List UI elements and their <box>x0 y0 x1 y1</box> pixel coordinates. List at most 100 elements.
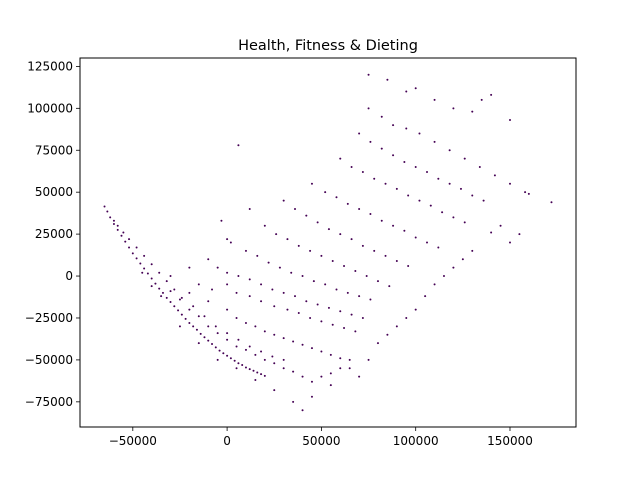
data-point <box>244 348 247 351</box>
data-point <box>254 353 257 356</box>
data-point <box>305 214 308 217</box>
data-point <box>361 316 364 319</box>
data-point <box>376 280 379 283</box>
data-point <box>452 216 455 219</box>
data-point <box>207 325 210 328</box>
data-point <box>369 140 372 143</box>
data-point <box>339 310 342 313</box>
data-point <box>135 257 138 260</box>
data-point <box>442 275 445 278</box>
data-point <box>380 115 383 118</box>
data-point <box>273 305 276 308</box>
data-point <box>354 270 357 273</box>
data-point <box>248 278 251 281</box>
data-point <box>339 357 342 360</box>
scatter-points <box>103 73 553 412</box>
data-point <box>173 305 176 308</box>
data-point <box>448 149 451 152</box>
data-point <box>244 249 247 252</box>
data-point <box>150 285 153 288</box>
data-point <box>165 296 168 299</box>
data-point <box>254 379 257 382</box>
data-point <box>275 233 278 236</box>
data-point <box>508 182 511 185</box>
data-point <box>271 355 274 358</box>
data-point <box>367 358 370 361</box>
data-point <box>124 240 127 243</box>
data-point <box>405 127 408 130</box>
data-point <box>120 234 123 237</box>
data-point <box>122 231 125 234</box>
data-point <box>237 362 240 365</box>
data-point <box>358 132 361 135</box>
data-point <box>490 93 493 96</box>
data-point <box>499 224 502 227</box>
y-tick-label: 50000 <box>35 185 73 199</box>
data-point <box>244 322 247 325</box>
data-point <box>263 374 266 377</box>
data-point <box>273 362 276 365</box>
data-point <box>290 271 293 274</box>
data-point <box>329 372 332 375</box>
data-point <box>158 271 161 274</box>
data-point <box>297 244 300 247</box>
data-point <box>309 316 312 319</box>
data-point <box>424 295 427 298</box>
data-point <box>301 375 304 378</box>
data-point <box>392 124 395 127</box>
data-point <box>282 358 285 361</box>
data-point <box>216 266 219 269</box>
data-point <box>116 228 119 231</box>
data-point <box>226 332 229 335</box>
data-point <box>207 300 210 303</box>
data-point <box>256 371 259 374</box>
data-point <box>301 275 304 278</box>
data-point <box>343 327 346 330</box>
data-point <box>226 338 229 341</box>
data-point <box>197 342 200 345</box>
data-point <box>128 246 131 249</box>
data-point <box>350 166 353 169</box>
data-point <box>346 291 349 294</box>
data-point <box>348 358 351 361</box>
data-point <box>480 98 483 101</box>
data-point <box>188 322 191 325</box>
data-point <box>192 305 195 308</box>
data-point <box>141 271 144 274</box>
data-point <box>207 339 210 342</box>
data-point <box>112 223 115 226</box>
data-point <box>282 367 285 370</box>
data-point <box>146 272 149 275</box>
x-tick-label: 150000 <box>487 434 533 448</box>
data-point <box>329 353 332 356</box>
data-point <box>508 241 511 244</box>
data-point <box>188 266 191 269</box>
data-point <box>437 177 440 180</box>
data-point <box>248 368 251 371</box>
data-point <box>178 325 181 328</box>
data-point <box>358 375 361 378</box>
data-point <box>358 295 361 298</box>
y-tick-label: 75000 <box>35 143 73 157</box>
data-point <box>414 308 417 311</box>
data-point <box>373 249 376 252</box>
data-point <box>350 238 353 241</box>
data-point <box>263 224 266 227</box>
data-point <box>143 254 146 257</box>
data-point <box>158 287 161 290</box>
data-point <box>490 231 493 234</box>
data-point <box>414 87 417 90</box>
data-point <box>154 282 157 285</box>
data-point <box>327 228 330 231</box>
data-point <box>233 359 236 362</box>
data-point <box>429 204 432 207</box>
data-point <box>116 224 119 227</box>
data-point <box>320 375 323 378</box>
data-point <box>248 207 251 210</box>
data-point <box>324 191 327 194</box>
data-point <box>226 283 229 286</box>
data-point <box>235 345 238 348</box>
data-point <box>188 308 191 311</box>
data-point <box>527 192 530 195</box>
data-point <box>373 177 376 180</box>
